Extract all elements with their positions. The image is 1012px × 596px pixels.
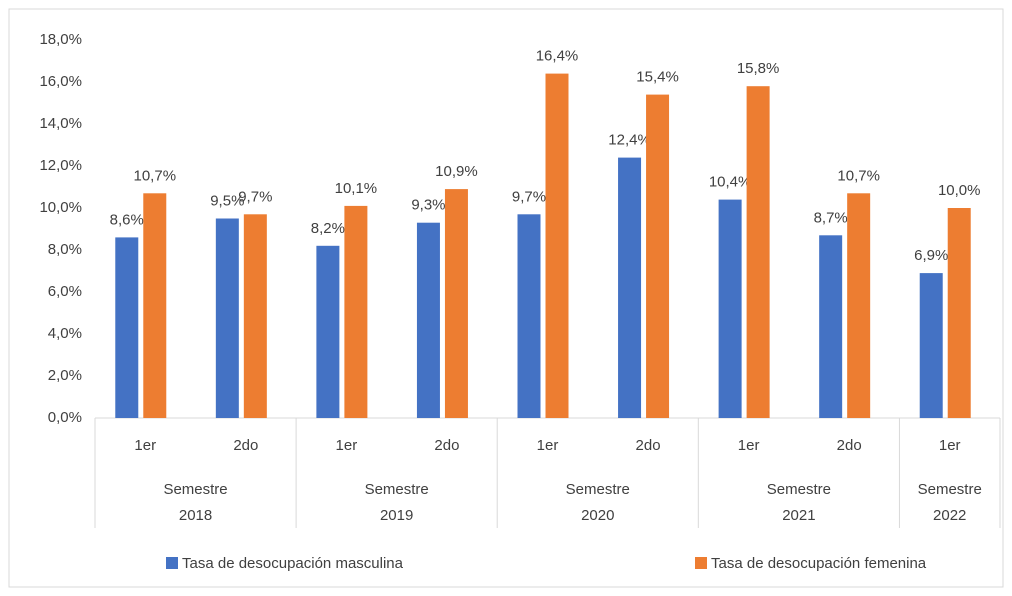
legend-swatch xyxy=(695,557,707,569)
group-label: 2018 xyxy=(179,507,212,524)
data-label: 8,2% xyxy=(311,220,345,237)
group-label: Semestre xyxy=(767,481,831,498)
bar xyxy=(947,208,971,418)
bar xyxy=(819,235,843,418)
y-tick-label: 18,0% xyxy=(39,31,82,48)
group-label: 2022 xyxy=(933,507,966,524)
data-label: 8,7% xyxy=(814,209,848,226)
bar xyxy=(344,205,368,418)
data-label: 16,4% xyxy=(536,48,579,65)
y-tick-label: 16,0% xyxy=(39,73,82,90)
bar xyxy=(444,189,468,418)
data-label: 9,7% xyxy=(238,188,272,205)
group-label: 2021 xyxy=(782,507,815,524)
group-label: Semestre xyxy=(918,481,982,498)
group-label: Semestre xyxy=(365,481,429,498)
bar xyxy=(115,237,139,418)
data-label: 10,7% xyxy=(837,167,880,184)
data-label: 10,9% xyxy=(435,163,478,180)
bar xyxy=(243,214,267,418)
x-tick-label: 1er xyxy=(134,437,156,454)
bar xyxy=(746,86,770,418)
data-label: 10,4% xyxy=(709,174,752,191)
legend-swatch xyxy=(166,557,178,569)
x-tick-label: 2do xyxy=(636,437,661,454)
bar xyxy=(618,157,642,418)
data-label: 12,4% xyxy=(608,132,651,149)
x-tick-label: 2do xyxy=(837,437,862,454)
bar xyxy=(545,73,569,418)
x-tick-label: 1er xyxy=(939,437,961,454)
data-label: 10,1% xyxy=(335,180,378,197)
bar xyxy=(718,199,742,418)
data-label: 9,7% xyxy=(512,188,546,205)
data-label: 10,0% xyxy=(938,182,981,199)
y-tick-label: 14,0% xyxy=(39,115,82,132)
x-tick-label: 2do xyxy=(434,437,459,454)
y-tick-label: 10,0% xyxy=(39,199,82,216)
x-tick-label: 1er xyxy=(738,437,760,454)
bar xyxy=(416,222,440,418)
bar xyxy=(847,193,871,418)
group-label: 2020 xyxy=(581,507,614,524)
bar xyxy=(143,193,167,418)
group-label: Semestre xyxy=(566,481,630,498)
data-label: 9,5% xyxy=(210,192,244,209)
bar xyxy=(316,245,340,418)
bar xyxy=(517,214,541,418)
y-tick-label: 8,0% xyxy=(48,241,82,258)
x-tick-label: 1er xyxy=(537,437,559,454)
y-tick-label: 6,0% xyxy=(48,283,82,300)
y-tick-label: 0,0% xyxy=(48,409,82,426)
data-label: 6,9% xyxy=(914,247,948,264)
data-label: 15,4% xyxy=(636,69,679,86)
x-tick-label: 1er xyxy=(336,437,358,454)
group-label: 2019 xyxy=(380,507,413,524)
data-label: 9,3% xyxy=(411,197,445,214)
bar xyxy=(215,218,239,418)
bar xyxy=(646,94,670,418)
legend-label: Tasa de desocupación masculina xyxy=(182,555,404,572)
data-label: 15,8% xyxy=(737,60,780,77)
x-tick-label: 2do xyxy=(233,437,258,454)
data-label: 10,7% xyxy=(134,167,177,184)
y-tick-label: 12,0% xyxy=(39,157,82,174)
data-label: 8,6% xyxy=(110,211,144,228)
bar xyxy=(919,273,943,418)
y-tick-label: 4,0% xyxy=(48,325,82,342)
y-tick-label: 2,0% xyxy=(48,367,82,384)
group-label: Semestre xyxy=(163,481,227,498)
legend-label: Tasa de desocupación femenina xyxy=(711,555,927,572)
